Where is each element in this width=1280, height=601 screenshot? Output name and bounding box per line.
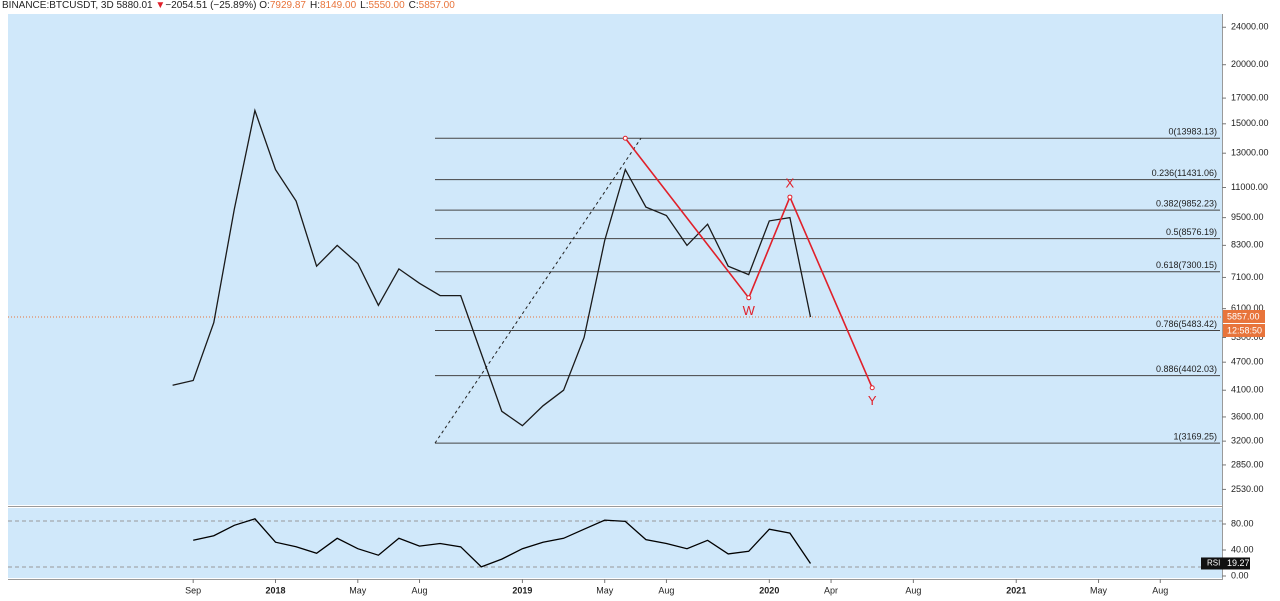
x-tick-label: May <box>349 585 367 595</box>
y-tick-label: 7100.00 <box>1231 272 1264 282</box>
y-tick-label: 2530.00 <box>1231 484 1264 494</box>
x-tick-label: 2018 <box>265 585 285 595</box>
fib-label: 0.618(7300.15) <box>1156 260 1217 270</box>
rsi-tick-label: 40.00 <box>1231 544 1254 554</box>
rsi-line <box>193 518 812 568</box>
fib-label: 0.5(8576.19) <box>1166 227 1217 237</box>
ohlc-value: 5857.00 <box>419 0 456 11</box>
ohlc-value: 7929.87 <box>270 0 307 11</box>
y-tick-label: 13000.00 <box>1231 148 1269 158</box>
x-tick-label: Aug <box>412 585 428 595</box>
wave-label: X <box>786 176 795 191</box>
y-tick-label: 4700.00 <box>1231 357 1264 367</box>
y-tick-label: 3600.00 <box>1231 411 1264 421</box>
rsi-last: 19.27 <box>1227 558 1250 568</box>
countdown: 12:58:50 <box>1227 325 1262 335</box>
fib-label: 0.886(4402.03) <box>1156 364 1217 374</box>
wave-point <box>622 135 628 141</box>
y-tick-label: 2850.00 <box>1231 459 1264 469</box>
fib-anchor <box>434 137 642 444</box>
x-tick-label: Sep <box>185 585 201 595</box>
price-line <box>172 108 812 427</box>
symbol: BINANCE:BTCUSDT, 3D 5880.01 ▼−2054.51 (−… <box>2 0 455 11</box>
fib-label: 0.236(11431.06) <box>1152 168 1217 178</box>
last: 5880.01 <box>116 0 153 11</box>
x-tick-label: Apr <box>824 585 838 595</box>
x-tick-label: 2019 <box>512 585 532 595</box>
x-tick-label: Aug <box>905 585 921 595</box>
ohlc-key: L: <box>360 0 368 11</box>
wave-label: W <box>743 303 756 318</box>
y-tick-label: 6100.00 <box>1231 303 1264 313</box>
ohlc-key: O: <box>259 0 270 11</box>
y-tick-label: 17000.00 <box>1231 92 1269 102</box>
symbol-text: BINANCE:BTCUSDT, 3D <box>2 0 114 11</box>
rsi-tick-label: 80.00 <box>1231 518 1254 528</box>
y-tick-label: 11000.00 <box>1231 182 1268 192</box>
header: BINANCE:BTCUSDT, 3D 5880.01 ▼−2054.51 (−… <box>2 0 455 11</box>
x-tick-label: Aug <box>1152 585 1168 595</box>
y-tick-label: 8300.00 <box>1231 240 1264 250</box>
fib-label: 1(3169.25) <box>1173 432 1217 442</box>
fib-label: 0.382(9852.23) <box>1156 199 1217 209</box>
wave-point <box>787 194 793 200</box>
wave-point <box>746 295 752 301</box>
rsi-pane <box>8 508 1222 578</box>
ohlc-key: C: <box>409 0 419 11</box>
y-tick-label: 15000.00 <box>1231 118 1269 128</box>
wave-line <box>624 137 873 389</box>
last-price-label: 5857.00 <box>1227 311 1260 321</box>
y-tick-label: 9500.00 <box>1231 212 1264 222</box>
rsi-name: RSI <box>1207 559 1220 568</box>
y-tick-label: 20000.00 <box>1231 59 1269 69</box>
ohlc-key: H: <box>310 0 320 11</box>
ohlc-value: 5550.00 <box>369 0 406 11</box>
wave-label: Y <box>868 393 877 408</box>
ohlc-value: 8149.00 <box>320 0 357 11</box>
arrow: ▼ <box>155 0 165 11</box>
y-tick-label: 4100.00 <box>1231 385 1264 395</box>
rsi-tick-label: 0.00 <box>1231 570 1249 580</box>
fib-label: 0.786(5483.42) <box>1156 319 1217 329</box>
x-tick-label: May <box>596 585 614 595</box>
wave-point <box>869 385 875 391</box>
change: −2054.51 (−25.89%) <box>165 0 256 11</box>
fib-label: 0(13983.13) <box>1168 127 1217 137</box>
countdown-box <box>1223 323 1265 337</box>
x-tick-label: 2020 <box>759 585 779 595</box>
price-pane <box>8 14 1222 505</box>
x-tick-label: Aug <box>658 585 674 595</box>
y-tick-label: 3200.00 <box>1231 436 1264 446</box>
last-price-box <box>1223 309 1265 323</box>
rsi-box <box>1201 557 1250 570</box>
x-tick-label: May <box>1090 585 1108 595</box>
x-tick-label: 2021 <box>1006 585 1026 595</box>
y-tick-label: 24000.00 <box>1231 22 1269 32</box>
